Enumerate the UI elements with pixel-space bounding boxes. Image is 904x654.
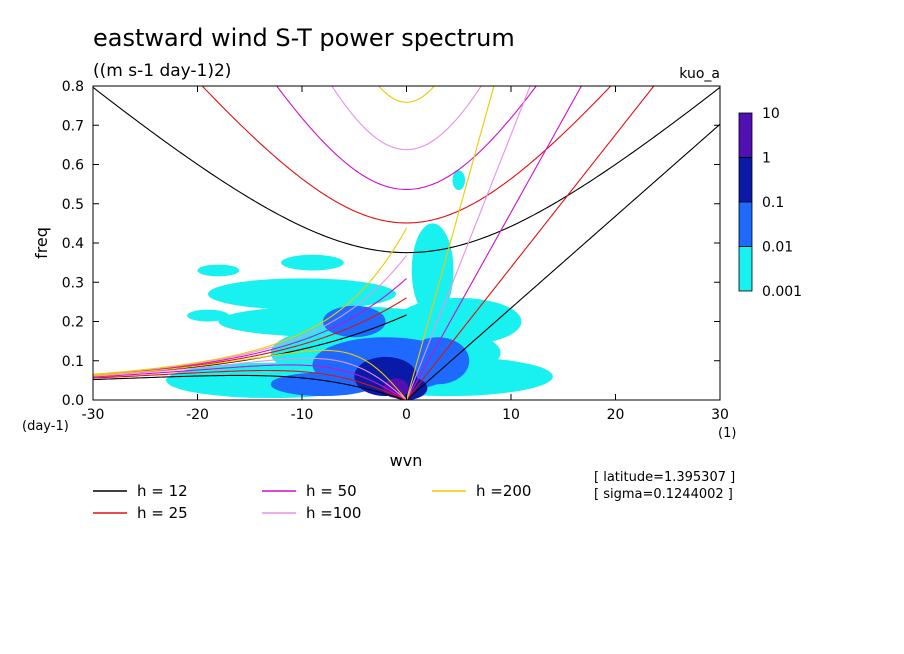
legend: h = 12 h = 25 h = 50 h =100 h =200 — [93, 482, 531, 522]
chart-subtitle: ((m s-1 day-1)2) — [93, 61, 231, 81]
colorbar-label-0: 10 — [762, 106, 780, 122]
dispersion-rossby-h100 — [93, 357, 407, 400]
dispersion-kelvin-h100 — [405, 86, 531, 400]
dispersion-ig-h25 — [201, 86, 612, 224]
axes: -30 -20 -10 0 10 20 30 0.0 0.1 0.2 0.3 0.4 0.5 0.6 0.7… — [62, 79, 729, 423]
colorbar-swatch-0 — [738, 112, 753, 158]
info-latitude: [ latitude=1.395307 ] — [594, 470, 735, 485]
colorbar-label-3: 0.01 — [762, 240, 793, 256]
legend-label-h50: h = 50 — [306, 482, 357, 500]
colorbar-label-1: 1 — [762, 151, 771, 167]
colorbar-label-4: 0.001 — [762, 284, 802, 300]
legend-label-h100: h =100 — [306, 504, 361, 522]
colorbar-label-2: 0.1 — [762, 195, 784, 211]
colorbar-swatch-2 — [738, 201, 753, 247]
dispersion-ig-h50 — [276, 86, 537, 191]
y-tick-label-4: 0.4 — [62, 236, 84, 252]
power-region-3 — [396, 297, 522, 346]
dispersion-kelvin-h12 — [406, 123, 720, 400]
dispersion-kelvin-h25 — [406, 86, 655, 400]
y-tick-label-6: 0.6 — [62, 158, 84, 174]
x-axis-title: wvn — [390, 451, 423, 470]
y-tick-label-2: 0.2 — [62, 315, 84, 331]
y-tick-label-0: 0.0 — [62, 393, 84, 409]
dispersion-curves — [93, 86, 720, 400]
x-unit-label: (1) — [718, 426, 736, 441]
x-tick-label-3: 0 — [402, 407, 411, 423]
colorbar: 10 1 0.1 0.01 0.001 — [738, 106, 802, 300]
colorbar-swatch-1 — [738, 157, 753, 203]
y-tick-label-3: 0.3 — [62, 275, 84, 291]
y-tick-label-7: 0.7 — [62, 118, 84, 134]
colorbar-swatch-3 — [738, 246, 753, 292]
dispersion-rossby-h25 — [93, 369, 407, 400]
x-tick-label-4: 10 — [502, 407, 520, 423]
power-region-8 — [281, 254, 344, 271]
x-tick-label-5: 20 — [607, 407, 625, 423]
power-region-13 — [270, 372, 376, 397]
y-tick-label-8: 0.8 — [62, 79, 84, 95]
y-tick-label-1: 0.1 — [62, 354, 84, 370]
y-unit-label: (day-1) — [22, 419, 69, 434]
legend-label-h12: h = 12 — [137, 482, 188, 500]
dispersion-ig-h100 — [331, 86, 482, 151]
dispersion-rossby-h50 — [93, 364, 407, 400]
legend-label-h25: h = 25 — [137, 504, 188, 522]
model-label: kuo_a — [679, 66, 720, 82]
power-region-1 — [207, 278, 397, 310]
dispersion-ig-h200 — [378, 86, 435, 103]
power-region-9 — [452, 170, 466, 191]
dispersion-kelvin-h200 — [405, 86, 495, 400]
dispersion-kelvin-h50 — [406, 86, 583, 400]
power-region-7 — [197, 264, 240, 277]
x-tick-label-0: -30 — [82, 407, 105, 423]
chart-title: eastward wind S-T power spectrum — [93, 24, 515, 52]
power-region-10 — [187, 309, 229, 322]
dispersion-rossby-h12 — [93, 374, 407, 400]
x-tick-label-6: 30 — [711, 407, 729, 423]
y-tick-label-5: 0.5 — [62, 197, 84, 213]
dispersion-mrg-h200 — [93, 227, 407, 375]
y-axis-title: freq — [32, 227, 51, 259]
dispersion-ig-h12 — [93, 86, 720, 254]
x-tick-label-1: -20 — [186, 407, 209, 423]
dispersion-rossby-h200 — [93, 349, 407, 400]
power-region-5 — [411, 223, 454, 318]
legend-label-h200: h =200 — [476, 482, 531, 500]
info-sigma: [ sigma=0.1244002 ] — [594, 487, 733, 502]
x-tick-label-2: -10 — [291, 407, 314, 423]
